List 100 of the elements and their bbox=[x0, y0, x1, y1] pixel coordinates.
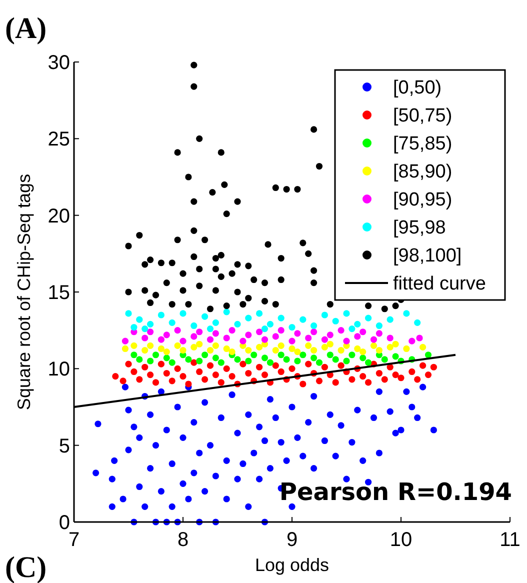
point bbox=[288, 345, 296, 352]
point bbox=[190, 344, 198, 350]
point bbox=[266, 320, 274, 328]
point bbox=[212, 330, 219, 337]
point bbox=[278, 314, 284, 322]
point bbox=[240, 360, 246, 368]
point bbox=[180, 338, 186, 344]
point bbox=[316, 378, 323, 384]
point bbox=[310, 328, 318, 336]
point bbox=[206, 336, 214, 343]
point bbox=[142, 334, 148, 342]
point bbox=[147, 320, 154, 328]
point bbox=[392, 340, 399, 348]
point bbox=[376, 346, 382, 354]
point bbox=[338, 346, 344, 354]
point bbox=[278, 327, 284, 334]
point bbox=[163, 332, 170, 338]
point bbox=[142, 326, 148, 332]
point bbox=[228, 373, 236, 380]
point bbox=[392, 372, 399, 378]
point bbox=[376, 330, 382, 337]
point bbox=[120, 378, 126, 384]
point bbox=[430, 364, 437, 370]
point bbox=[424, 372, 432, 378]
point bbox=[136, 316, 143, 323]
point bbox=[174, 365, 181, 372]
point bbox=[348, 376, 356, 383]
point bbox=[305, 342, 312, 349]
point bbox=[343, 358, 350, 364]
point bbox=[158, 360, 164, 368]
point bbox=[392, 353, 399, 360]
point bbox=[125, 310, 132, 317]
point bbox=[283, 356, 290, 363]
point bbox=[147, 372, 154, 378]
point bbox=[256, 364, 263, 370]
point bbox=[305, 334, 312, 342]
x-tick-label: 9 bbox=[286, 529, 298, 551]
point bbox=[125, 360, 132, 368]
point bbox=[142, 346, 148, 354]
point bbox=[112, 373, 119, 380]
point bbox=[288, 324, 296, 331]
point bbox=[196, 340, 203, 348]
point bbox=[326, 332, 334, 338]
y-tick-label: 25 bbox=[48, 128, 70, 151]
point bbox=[386, 364, 394, 370]
point bbox=[403, 310, 410, 317]
point bbox=[365, 359, 372, 366]
point bbox=[234, 356, 241, 363]
point bbox=[288, 338, 296, 344]
point bbox=[272, 346, 279, 354]
point bbox=[370, 336, 378, 343]
point bbox=[250, 352, 258, 358]
point bbox=[332, 356, 339, 363]
point bbox=[152, 379, 160, 386]
point bbox=[338, 327, 344, 334]
point bbox=[408, 338, 416, 344]
point bbox=[294, 330, 301, 337]
point bbox=[386, 334, 394, 342]
point bbox=[168, 359, 176, 366]
point bbox=[130, 352, 138, 358]
point bbox=[212, 319, 219, 326]
point bbox=[174, 342, 181, 349]
point bbox=[261, 336, 268, 343]
y-tick-label: 20 bbox=[48, 205, 70, 228]
point bbox=[174, 327, 181, 334]
x-tick-label: 8 bbox=[177, 529, 189, 551]
legend-label: [75,85) bbox=[393, 134, 452, 155]
y-tick-label: 0 bbox=[58, 512, 70, 534]
point bbox=[245, 358, 252, 364]
point bbox=[365, 314, 372, 322]
point bbox=[196, 368, 203, 376]
y-tick-label: 5 bbox=[58, 435, 70, 458]
point bbox=[130, 368, 138, 376]
legend-label: [95,98 bbox=[393, 218, 446, 239]
point bbox=[360, 348, 366, 356]
point bbox=[300, 380, 306, 388]
point bbox=[354, 320, 361, 328]
point bbox=[147, 328, 154, 336]
point bbox=[228, 327, 236, 334]
point bbox=[158, 312, 164, 318]
point bbox=[261, 354, 268, 362]
point bbox=[348, 352, 356, 358]
point bbox=[163, 354, 170, 362]
legend-label: [90,95) bbox=[393, 190, 452, 211]
point bbox=[398, 374, 404, 382]
point bbox=[343, 338, 350, 344]
point bbox=[136, 376, 143, 383]
point bbox=[310, 354, 318, 362]
point bbox=[343, 310, 350, 317]
point bbox=[218, 359, 224, 366]
point bbox=[316, 359, 323, 366]
point bbox=[212, 372, 219, 378]
legend-label: fitted curve bbox=[393, 274, 486, 295]
point bbox=[180, 310, 186, 317]
point bbox=[420, 362, 426, 369]
point bbox=[300, 352, 306, 358]
point bbox=[294, 358, 301, 364]
legend-label: [0,50) bbox=[393, 78, 442, 99]
point bbox=[332, 318, 339, 324]
x-tick-label: 11 bbox=[500, 529, 520, 551]
